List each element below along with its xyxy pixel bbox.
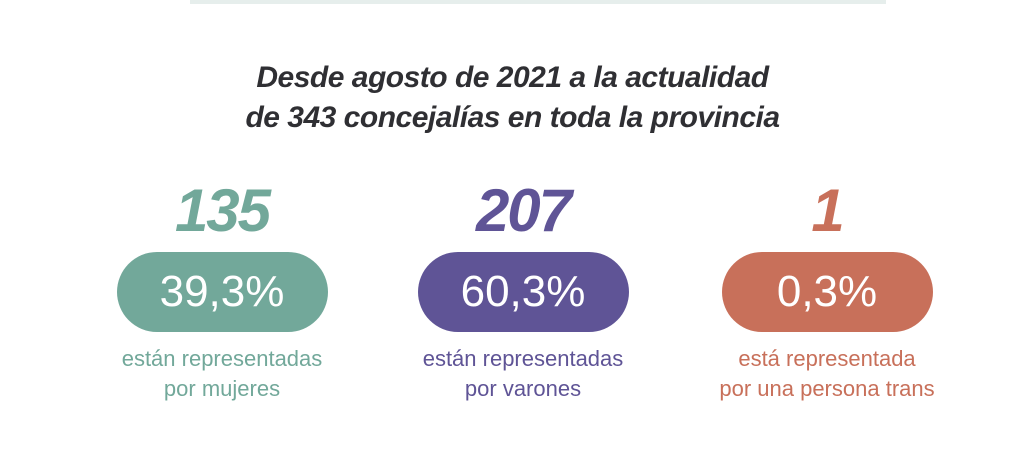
stat-caption: están representadas por mujeres [92, 344, 352, 404]
headline-line-2: de 343 concejalías en toda la provincia [245, 101, 780, 134]
stat-caption-line-1: están representadas [422, 346, 624, 371]
stat-percent-pill: 0,3% [721, 252, 933, 332]
stat-caption: está representada por una persona trans [697, 344, 957, 404]
stat-percent-pill: 39,3% [116, 252, 328, 332]
stat-women: 135 39,3% están representadas por mujere… [92, 176, 352, 404]
stat-caption-line-2: por varones [464, 376, 582, 401]
stat-caption: están representadas por varones [393, 344, 653, 404]
top-divider [190, 0, 886, 4]
headline-line-1: Desde agosto de 2021 a la actualidad [256, 61, 769, 94]
stat-men: 207 60,3% están representadas por varone… [393, 176, 653, 404]
stat-caption-line-1: están representadas [121, 346, 323, 371]
stat-count: 135 [174, 177, 271, 244]
stat-count: 1 [811, 177, 844, 244]
stat-caption-line-2: por mujeres [163, 376, 281, 401]
stat-percent-pill: 60,3% [417, 252, 629, 332]
stat-trans: 1 0,3% está representada por una persona… [697, 176, 957, 404]
stat-count: 207 [475, 177, 572, 244]
stat-caption-line-1: está representada [738, 346, 916, 371]
stat-caption-line-2: por una persona trans [719, 376, 935, 401]
headline: Desde agosto de 2021 a la actualidad de … [0, 58, 1025, 138]
